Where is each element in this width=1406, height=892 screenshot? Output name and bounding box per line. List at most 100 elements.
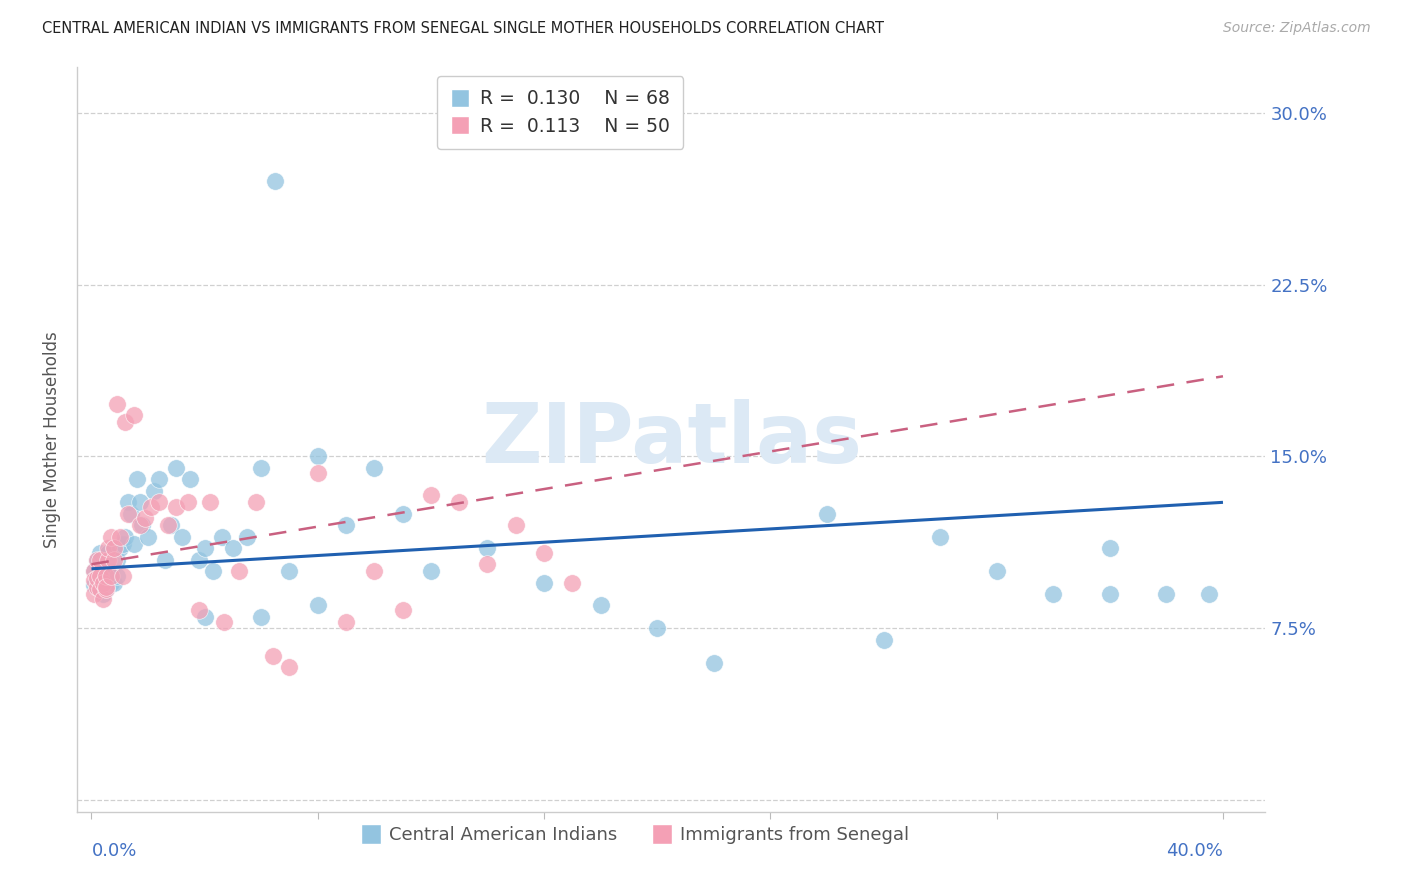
Y-axis label: Single Mother Households: Single Mother Households — [44, 331, 62, 548]
Point — [139, 500, 162, 514]
Point — [250, 461, 273, 475]
Point — [159, 518, 181, 533]
Point — [94, 568, 117, 582]
Point — [94, 575, 117, 590]
Point — [307, 450, 329, 464]
Point — [89, 546, 111, 560]
Point — [142, 483, 165, 498]
Point — [97, 546, 120, 560]
Point — [165, 461, 187, 475]
Point — [1198, 587, 1220, 601]
Text: Source: ZipAtlas.com: Source: ZipAtlas.com — [1223, 21, 1371, 35]
Point — [245, 495, 267, 509]
Point — [278, 564, 301, 578]
Point — [86, 552, 108, 566]
Point — [128, 495, 150, 509]
Point — [83, 574, 105, 588]
Point — [148, 495, 170, 509]
Point — [111, 536, 134, 550]
Point — [449, 495, 471, 509]
Point — [83, 564, 105, 578]
Point — [703, 656, 725, 670]
Point — [134, 511, 156, 525]
Point — [89, 552, 111, 566]
Point — [335, 518, 357, 533]
Point — [105, 397, 128, 411]
Point — [111, 568, 134, 582]
Point — [120, 507, 142, 521]
Point — [872, 632, 894, 647]
Point — [105, 552, 128, 566]
Point — [589, 599, 612, 613]
Point — [561, 575, 583, 590]
Point — [986, 564, 1008, 578]
Point — [94, 580, 117, 594]
Point — [136, 530, 159, 544]
Point — [100, 530, 122, 544]
Point — [391, 603, 413, 617]
Point — [236, 530, 259, 544]
Point — [211, 530, 233, 544]
Point — [188, 603, 211, 617]
Point — [307, 599, 329, 613]
Point — [170, 530, 193, 544]
Legend: Central American Indians, Immigrants from Senegal: Central American Indians, Immigrants fro… — [354, 819, 917, 851]
Point — [83, 578, 105, 592]
Point — [83, 587, 105, 601]
Point — [228, 564, 250, 578]
Point — [505, 518, 527, 533]
Point — [91, 575, 114, 590]
Point — [477, 558, 499, 572]
Point — [86, 580, 108, 594]
Point — [363, 564, 385, 578]
Point — [86, 571, 108, 585]
Point — [91, 564, 114, 578]
Point — [250, 610, 273, 624]
Point — [117, 495, 139, 509]
Point — [91, 591, 114, 606]
Point — [307, 466, 329, 480]
Point — [117, 507, 139, 521]
Point — [100, 564, 122, 578]
Point — [153, 552, 176, 566]
Point — [156, 518, 179, 533]
Point — [477, 541, 499, 556]
Point — [1098, 587, 1121, 601]
Text: ZIPatlas: ZIPatlas — [481, 399, 862, 480]
Point — [105, 568, 128, 582]
Point — [103, 541, 125, 556]
Point — [1042, 587, 1064, 601]
Point — [97, 552, 120, 566]
Point — [83, 564, 105, 578]
Point — [86, 571, 108, 585]
Point — [1156, 587, 1178, 601]
Text: 0.0%: 0.0% — [91, 842, 136, 860]
Point — [533, 546, 555, 560]
Point — [103, 541, 125, 556]
Point — [114, 530, 136, 544]
Point — [363, 461, 385, 475]
Text: CENTRAL AMERICAN INDIAN VS IMMIGRANTS FROM SENEGAL SINGLE MOTHER HOUSEHOLDS CORR: CENTRAL AMERICAN INDIAN VS IMMIGRANTS FR… — [42, 21, 884, 36]
Point — [419, 488, 441, 502]
Point — [194, 541, 217, 556]
Point — [929, 530, 952, 544]
Point — [165, 500, 187, 514]
Point — [1098, 541, 1121, 556]
Point — [278, 660, 301, 674]
Point — [645, 621, 668, 635]
Point — [89, 568, 111, 582]
Point — [148, 472, 170, 486]
Point — [264, 174, 287, 188]
Point — [202, 564, 225, 578]
Point — [94, 582, 117, 597]
Point — [97, 568, 120, 582]
Text: 40.0%: 40.0% — [1166, 842, 1223, 860]
Point — [131, 518, 153, 533]
Point — [533, 575, 555, 590]
Point — [122, 409, 145, 423]
Point — [103, 575, 125, 590]
Point — [94, 582, 117, 597]
Point — [391, 507, 413, 521]
Point — [122, 536, 145, 550]
Point — [103, 552, 125, 566]
